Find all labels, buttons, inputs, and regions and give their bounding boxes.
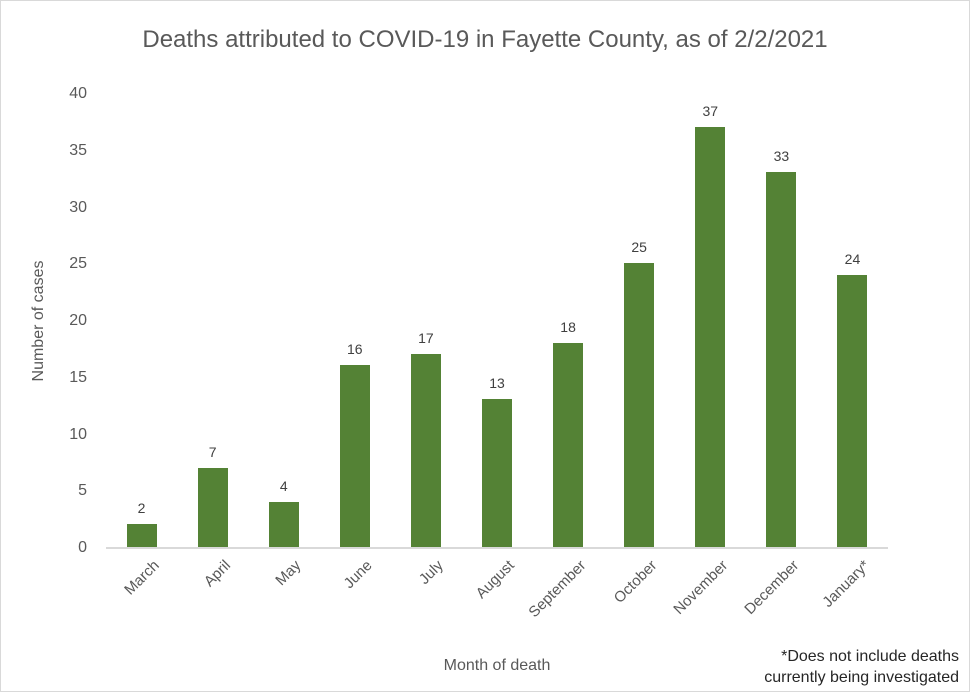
bar: [766, 172, 796, 547]
bar-value-label: 13: [489, 375, 505, 391]
x-axis-title: Month of death: [443, 657, 551, 674]
x-axis-line: [106, 547, 888, 549]
x-axis-label: May: [272, 557, 305, 590]
bar-value-label: 25: [631, 239, 647, 255]
bar: [127, 524, 157, 547]
bar-value-label: 4: [279, 478, 288, 494]
y-tick-label: 35: [69, 141, 87, 159]
x-axis-label: March: [121, 557, 163, 599]
x-axis-label: September: [525, 557, 590, 621]
bar: [269, 502, 299, 547]
bar: [198, 468, 228, 547]
y-tick-label: 5: [78, 482, 87, 500]
x-axis-label: November: [670, 557, 732, 618]
y-tick-label: 25: [69, 255, 87, 273]
chart-title: Deaths attributed to COVID-19 in Fayette…: [142, 26, 828, 53]
y-tick-label: 15: [69, 368, 87, 386]
x-axis-label: October: [610, 557, 661, 607]
bar: [340, 365, 370, 547]
footnote-line-1: *Does not include deaths: [781, 648, 959, 665]
bar: [482, 399, 512, 547]
x-axis-label: June: [340, 557, 376, 593]
bar-value-label: 16: [347, 341, 363, 357]
chart-footnote: *Does not include deaths currently being…: [764, 646, 959, 688]
x-axis-label: December: [741, 557, 803, 618]
y-tick-label: 0: [78, 539, 87, 556]
y-tick-label: 40: [69, 85, 87, 102]
footnote-line-2: currently being investigated: [764, 669, 959, 686]
bar: [624, 263, 654, 547]
bar: [837, 275, 867, 547]
bar-value-label: 17: [418, 330, 434, 346]
bar-value-label: 18: [560, 319, 576, 335]
y-tick-label: 10: [69, 425, 87, 443]
bar-value-label: 37: [702, 103, 719, 119]
bar-value-label: 24: [844, 251, 861, 267]
bar-value-label: 2: [137, 500, 146, 516]
bar-value-label: 7: [208, 444, 217, 460]
x-axis-label: April: [200, 557, 234, 591]
bar: [695, 127, 725, 547]
bar-value-label: 33: [773, 148, 790, 164]
bar: [411, 354, 441, 547]
x-axis-label: August: [472, 557, 519, 603]
x-axis-label: January*: [819, 557, 874, 611]
bar: [553, 343, 583, 547]
y-tick-label: 30: [69, 198, 87, 216]
x-axis-label: July: [416, 557, 447, 588]
y-tick-label: 20: [69, 312, 87, 329]
